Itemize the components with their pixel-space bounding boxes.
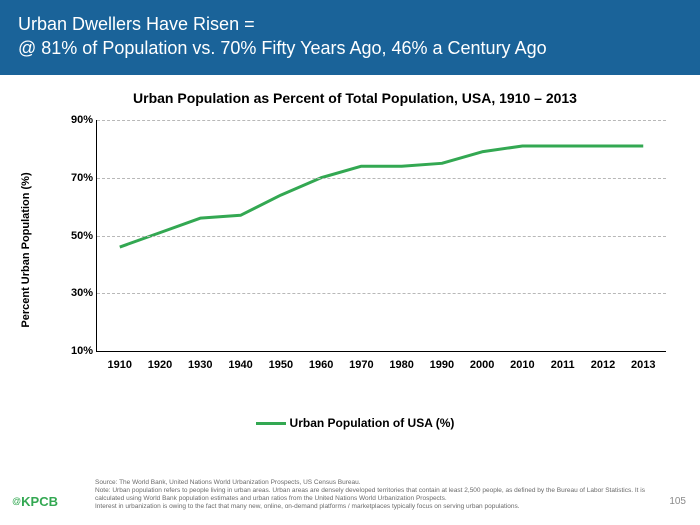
source-line-1: Source: The World Bank, United Nations W… — [95, 479, 650, 487]
grid-line — [97, 120, 666, 121]
grid-line — [97, 236, 666, 237]
source-line-3: Interest in urbanization is owing to the… — [95, 503, 650, 511]
x-tick-label: 1970 — [349, 359, 373, 371]
x-tick-label: 1920 — [148, 359, 172, 371]
x-tick-label: 1950 — [269, 359, 293, 371]
y-tick-label: 10% — [57, 345, 93, 357]
y-tick-label: 70% — [57, 172, 93, 184]
brand-logo: @KPCB — [12, 494, 58, 509]
x-tick-label: 1930 — [188, 359, 212, 371]
chart-title: Urban Population as Percent of Total Pop… — [40, 90, 670, 106]
grid-line — [97, 178, 666, 179]
y-axis-label: Percent Urban Population (%) — [20, 172, 32, 327]
data-line — [120, 146, 643, 247]
y-tick-label: 30% — [57, 287, 93, 299]
x-tick-label: 1960 — [309, 359, 333, 371]
legend-swatch — [256, 422, 286, 425]
x-tick-label: 2013 — [631, 359, 655, 371]
source-line-2: Note: Urban population refers to people … — [95, 487, 650, 503]
y-tick-label: 50% — [57, 230, 93, 242]
x-tick-label: 2010 — [510, 359, 534, 371]
plot-wrap: Percent Urban Population (%) 10%30%50%70… — [40, 120, 670, 380]
x-tick-label: 1910 — [108, 359, 132, 371]
x-tick-label: 2011 — [551, 359, 575, 371]
x-tick-label: 2012 — [591, 359, 615, 371]
y-tick-label: 90% — [57, 114, 93, 126]
x-tick-label: 1980 — [389, 359, 413, 371]
grid-line — [97, 293, 666, 294]
x-tick-label: 1940 — [228, 359, 252, 371]
chart-container: Urban Population as Percent of Total Pop… — [40, 90, 670, 465]
footer-note: Source: The World Bank, United Nations W… — [95, 479, 650, 512]
header-line-1: Urban Dwellers Have Risen = — [18, 12, 682, 36]
slide-header: Urban Dwellers Have Risen = @ 81% of Pop… — [0, 0, 700, 75]
legend: Urban Population of USA (%) — [40, 416, 670, 430]
x-tick-label: 1990 — [430, 359, 454, 371]
header-line-2: @ 81% of Population vs. 70% Fifty Years … — [18, 36, 682, 60]
x-tick-label: 2000 — [470, 359, 494, 371]
brand-at: @ — [12, 496, 21, 506]
plot-area: 10%30%50%70%90%1910192019301940195019601… — [96, 120, 666, 352]
brand-text: KPCB — [21, 494, 58, 509]
page-number: 105 — [669, 496, 686, 507]
legend-label: Urban Population of USA (%) — [290, 416, 455, 430]
